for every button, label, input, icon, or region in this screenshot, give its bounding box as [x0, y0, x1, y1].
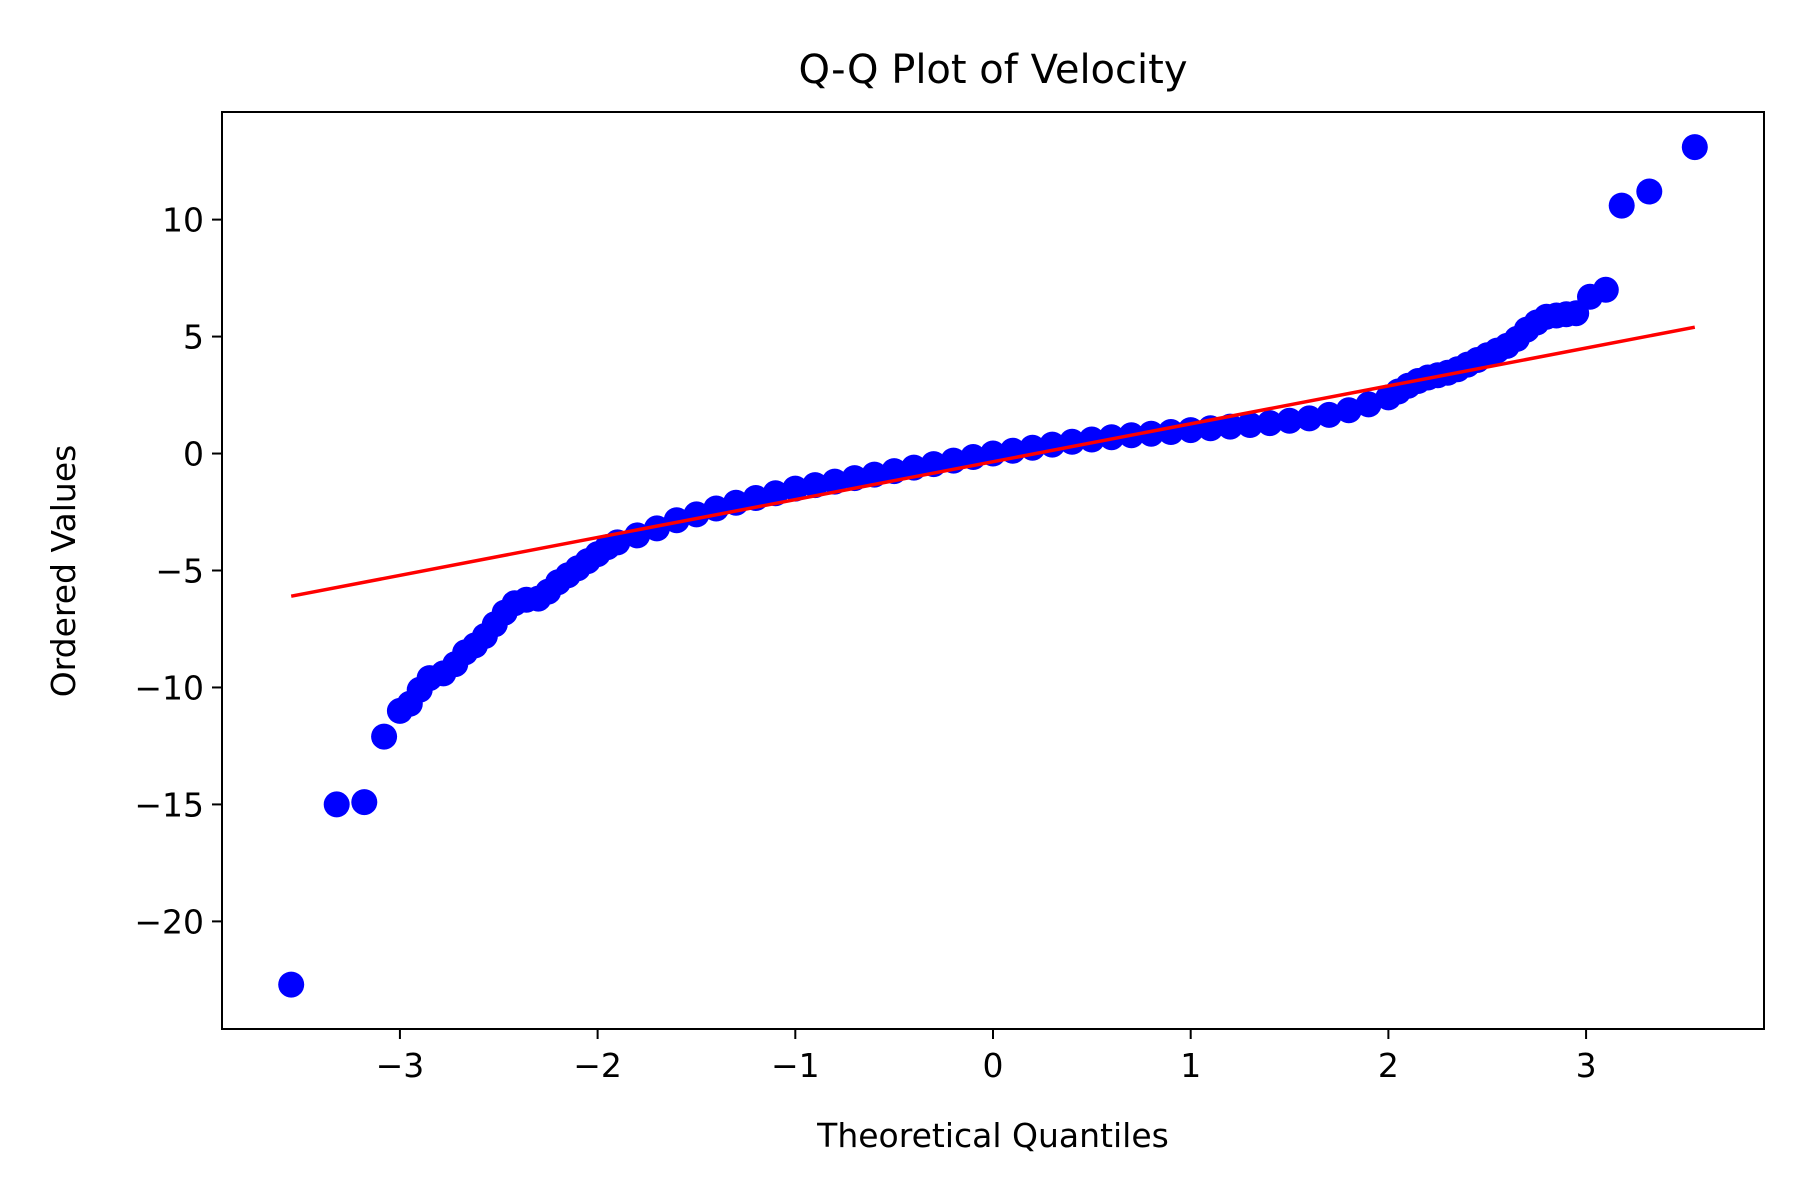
data-point-33 [762, 480, 789, 507]
data-point-1 [323, 791, 350, 818]
x-tick-label: −3 [376, 1046, 425, 1085]
y-tick-label: 0 [183, 435, 204, 474]
data-point-58 [1256, 410, 1283, 437]
data-point-59 [1276, 407, 1303, 434]
y-tick-label: 10 [162, 201, 204, 240]
y-tick-label: −20 [134, 902, 204, 941]
data-point-88 [1681, 134, 1708, 161]
data-point-63 [1355, 391, 1382, 418]
data-point-60 [1296, 405, 1323, 432]
fit-line [290, 325, 1696, 598]
y-axis-label: Ordered Values [44, 445, 83, 698]
x-tick-label: 0 [983, 1046, 1004, 1085]
data-point-2 [351, 789, 378, 816]
data-point-27 [643, 515, 670, 542]
x-tick-label: −1 [771, 1046, 820, 1085]
data-point-36 [821, 468, 848, 495]
x-tick-label: 1 [1180, 1046, 1201, 1085]
data-point-62 [1335, 397, 1362, 424]
fit-line-layer [290, 325, 1696, 598]
data-point-49 [1078, 426, 1105, 453]
y-axis-ticks: −20 −15 −10 −5 0 5 10 [134, 201, 222, 941]
data-point-61 [1316, 401, 1343, 428]
y-tick-label: −10 [134, 668, 204, 707]
data-point-85 [1592, 276, 1619, 303]
x-tick-label: 3 [1576, 1046, 1597, 1085]
data-point-38 [861, 461, 888, 488]
data-point-35 [802, 472, 829, 499]
x-axis-label: Theoretical Quantiles [816, 1116, 1169, 1155]
y-tick-label: −15 [134, 785, 204, 824]
x-tick-label: 2 [1378, 1046, 1399, 1085]
data-point-56 [1217, 413, 1244, 440]
x-axis-ticks: −3 −2 −1 0 1 2 3 [376, 1029, 1597, 1085]
data-point-28 [663, 507, 690, 534]
y-tick-label: −5 [155, 552, 204, 591]
data-point-3 [371, 723, 398, 750]
data-point-86 [1608, 192, 1635, 219]
x-tick-label: −2 [573, 1046, 622, 1085]
y-tick-label: 5 [183, 318, 204, 357]
data-point-39 [881, 458, 908, 485]
data-point-87 [1636, 178, 1663, 205]
chart-title: Q-Q Plot of Velocity [799, 47, 1188, 93]
data-point-57 [1237, 412, 1263, 438]
data-point-37 [841, 465, 868, 492]
data-point-34 [782, 475, 809, 502]
data-point-0 [278, 971, 305, 998]
data-point-52 [1138, 420, 1165, 447]
